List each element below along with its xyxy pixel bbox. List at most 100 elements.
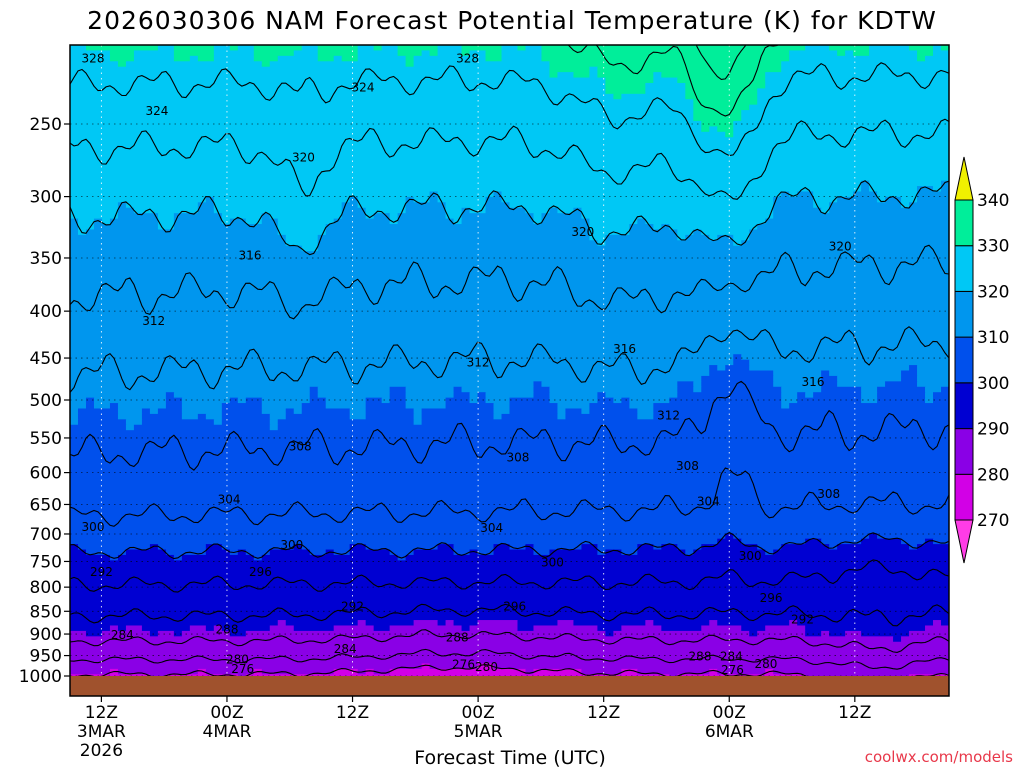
fill-cell bbox=[70, 489, 949, 496]
fill-cell bbox=[333, 55, 343, 62]
fill-cell bbox=[829, 45, 870, 52]
fill-cell bbox=[70, 451, 949, 458]
fill-cell bbox=[501, 413, 559, 420]
fill-cell bbox=[493, 549, 535, 556]
fill-cell bbox=[869, 50, 918, 57]
fill-cell bbox=[829, 207, 949, 214]
fill-cell bbox=[557, 207, 575, 214]
fill-cell bbox=[181, 397, 231, 404]
fill-cell bbox=[157, 45, 175, 52]
fill-cell bbox=[589, 66, 598, 73]
fill-cell bbox=[205, 196, 215, 203]
fill-cell bbox=[341, 55, 359, 62]
fill-cell bbox=[277, 424, 949, 431]
fill-cell bbox=[605, 549, 622, 556]
y-tick-label: 750 bbox=[30, 552, 62, 572]
x-tick-label: 00Z bbox=[713, 703, 746, 723]
fill-cell bbox=[613, 397, 622, 404]
fill-cell bbox=[213, 419, 223, 426]
fill-cell bbox=[477, 397, 487, 404]
fill-cell bbox=[70, 55, 111, 62]
fill-cell bbox=[205, 625, 215, 632]
fill-cell bbox=[405, 61, 415, 68]
fill-cell bbox=[477, 392, 487, 399]
fill-cell bbox=[773, 213, 949, 220]
fill-cell bbox=[261, 403, 303, 410]
contour-label: 320 bbox=[571, 225, 594, 239]
fill-cell bbox=[381, 45, 399, 52]
fill-cell bbox=[413, 55, 487, 62]
fill-cell bbox=[70, 332, 949, 339]
y-tick-label: 450 bbox=[30, 349, 62, 369]
colorbar-swatch bbox=[954, 428, 974, 475]
fill-cell bbox=[70, 169, 949, 176]
fill-cell bbox=[365, 620, 415, 627]
fill-cell bbox=[157, 544, 207, 551]
fill-cell bbox=[70, 229, 79, 236]
contour-line-308 bbox=[70, 380, 949, 471]
fill-cell bbox=[301, 45, 319, 52]
fill-cell bbox=[765, 72, 949, 79]
fill-cell bbox=[405, 196, 415, 203]
fill-cell bbox=[453, 549, 471, 556]
fill-cell bbox=[517, 625, 535, 632]
fill-cell bbox=[829, 202, 902, 209]
fill-cell bbox=[709, 370, 774, 377]
fill-cell bbox=[85, 45, 159, 52]
fill-cell bbox=[541, 218, 591, 225]
fill-cell bbox=[485, 55, 503, 62]
fill-cell bbox=[605, 240, 734, 247]
fill-cell bbox=[701, 120, 734, 127]
fill-cell bbox=[277, 218, 335, 225]
fill-cell bbox=[70, 77, 606, 84]
fill-cell bbox=[493, 544, 511, 551]
fill-cell bbox=[869, 45, 910, 52]
fill-cell bbox=[509, 408, 559, 415]
fill-cell bbox=[109, 55, 135, 62]
fill-cell bbox=[389, 386, 407, 393]
fill-cell bbox=[485, 196, 503, 203]
fill-cell bbox=[677, 544, 702, 551]
contour-line-320 bbox=[70, 180, 949, 256]
fill-cell bbox=[733, 359, 750, 366]
fill-cell bbox=[357, 202, 407, 209]
contour-label: 296 bbox=[760, 591, 783, 605]
fill-cell bbox=[845, 50, 854, 57]
fill-cell bbox=[109, 50, 135, 57]
fill-cell bbox=[70, 403, 87, 410]
fill-cell bbox=[925, 625, 949, 632]
fill-cell bbox=[677, 77, 766, 84]
fill-cell bbox=[357, 620, 367, 627]
fill-cell bbox=[757, 224, 949, 231]
fill-cell bbox=[70, 614, 949, 621]
fill-cell bbox=[773, 207, 822, 214]
fill-cell bbox=[70, 186, 862, 193]
fill-cell bbox=[357, 45, 375, 52]
fill-cell bbox=[389, 625, 463, 632]
fill-cell bbox=[213, 45, 231, 52]
fill-cell bbox=[70, 392, 167, 399]
fill-cell bbox=[70, 213, 119, 220]
fill-cell bbox=[645, 218, 766, 225]
contour-label: 276 bbox=[721, 663, 744, 677]
fill-cell bbox=[421, 408, 495, 415]
x-tick-label: 00Z bbox=[461, 703, 494, 723]
fill-cell bbox=[70, 175, 949, 182]
x-tick-label: 2026 bbox=[80, 741, 123, 761]
contour-label: 324 bbox=[352, 80, 375, 94]
y-tick-label: 700 bbox=[30, 525, 62, 545]
contour-line-304 bbox=[70, 467, 949, 527]
fill-cell bbox=[773, 202, 814, 209]
fill-cell bbox=[709, 668, 718, 675]
fill-cell bbox=[861, 186, 870, 193]
contour-label: 292 bbox=[341, 600, 364, 614]
fill-cell bbox=[917, 544, 949, 551]
fill-cell bbox=[821, 207, 830, 214]
fill-cell bbox=[701, 386, 782, 393]
fill-cell bbox=[317, 45, 359, 52]
fill-cell bbox=[773, 549, 949, 556]
fill-cell bbox=[261, 213, 271, 220]
fill-cell bbox=[70, 327, 949, 334]
fill-cell bbox=[309, 386, 319, 393]
fill-cell bbox=[373, 668, 391, 675]
